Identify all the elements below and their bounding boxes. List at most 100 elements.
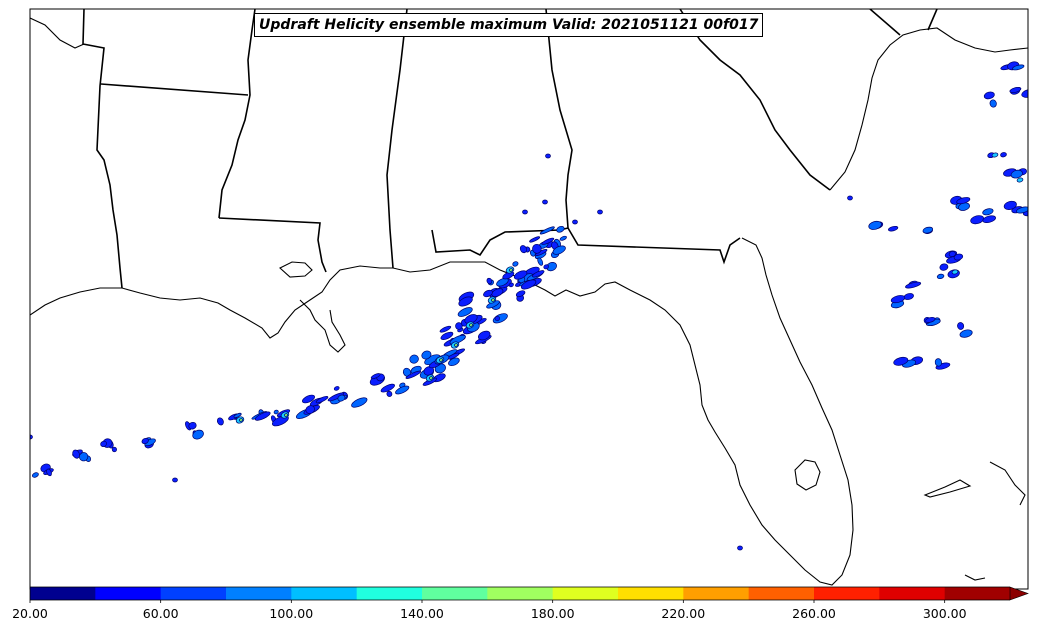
arkansas-louisiana-border	[100, 83, 249, 96]
texas-louisiana-border	[82, 9, 123, 289]
helicity-cell	[370, 373, 381, 380]
helicity-cell	[559, 235, 567, 241]
helicity-cell	[141, 437, 149, 445]
helicity-cell	[545, 153, 551, 159]
helicity-cell	[491, 288, 504, 297]
colorbar-tick-label: 20.00	[12, 606, 48, 621]
atlantic-coast	[829, 27, 1028, 191]
colorbar-segment	[814, 587, 880, 600]
helicity-core-peak	[469, 323, 473, 327]
helicity-cell	[982, 215, 996, 223]
colorbar-segment	[944, 587, 1011, 600]
colorbar-tick-label: 180.00	[530, 606, 575, 621]
helicity-cell	[1012, 64, 1025, 71]
helicity-cell	[421, 350, 432, 360]
helicity-cell	[305, 405, 315, 414]
helicity-cell	[556, 225, 565, 233]
helicity-cell	[46, 468, 52, 477]
helicity-cell	[405, 370, 422, 379]
colorbar-tick-label: 60.00	[142, 606, 179, 621]
helicity-cell	[959, 329, 973, 338]
helicity-cell	[188, 421, 197, 430]
helicity-cell	[111, 446, 117, 453]
helicity-core	[1016, 177, 1024, 183]
colorbar-segment	[422, 587, 488, 600]
gulf-coast	[30, 237, 854, 586]
helicity-cells	[30, 61, 1028, 551]
helicity-cell	[515, 290, 526, 298]
helicity-cell	[737, 545, 743, 551]
helicity-cell	[541, 237, 555, 245]
louisiana-mississippi-border	[218, 217, 327, 273]
map-background	[30, 9, 1028, 589]
helicity-cell	[922, 226, 934, 234]
helicity-cell	[543, 264, 549, 270]
helicity-cell	[970, 215, 985, 225]
helicity-cell	[532, 243, 542, 254]
colorbar-segment	[291, 587, 358, 600]
lake-okeechobee	[794, 459, 821, 491]
helicity-core-peak	[491, 298, 495, 302]
helicity-cell	[496, 277, 509, 287]
helicity-cell	[847, 195, 853, 201]
helicity-core	[991, 152, 999, 158]
helicity-cell	[386, 390, 393, 397]
helicity-cell	[905, 281, 922, 289]
mississippi-alabama-border	[386, 9, 408, 269]
helicity-cell	[100, 440, 107, 447]
helicity-cell	[395, 385, 410, 395]
helicity-cell	[192, 429, 204, 440]
helicity-cell	[529, 236, 541, 243]
helicity-cell	[936, 273, 945, 280]
georgia-florida-border	[567, 227, 741, 265]
helicity-cell	[1016, 206, 1028, 214]
helicity-cell	[572, 219, 578, 225]
helicity-cell	[333, 386, 340, 391]
helicity-cell	[934, 358, 942, 367]
helicity-cell	[1021, 88, 1028, 98]
helicity-cell	[327, 392, 345, 402]
bahamas-island-3	[964, 574, 986, 581]
helicity-cell	[1003, 200, 1017, 210]
colorbar-segment	[30, 587, 96, 600]
helicity-cell	[233, 412, 242, 418]
helicity-cell	[542, 199, 548, 205]
colorbar-segment	[226, 587, 292, 600]
helicity-core-peak	[239, 418, 243, 422]
colorbar-segment	[356, 587, 423, 600]
colorbar-extend-arrow	[1009, 586, 1029, 601]
nc-sc-border	[927, 9, 938, 31]
helicity-core-peak	[284, 413, 288, 417]
helicity-cell	[982, 208, 994, 216]
colorbar-tick-label: 140.00	[400, 606, 444, 621]
helicity-cell	[539, 226, 555, 235]
helicity-cell	[868, 220, 882, 230]
colorbar-segment	[683, 587, 750, 600]
helicity-cell	[351, 397, 368, 408]
helicity-cell	[457, 307, 473, 317]
helicity-core-peak	[439, 358, 443, 362]
helicity-cell	[380, 383, 395, 393]
helicity-cell	[1009, 86, 1022, 94]
colorbar-frame	[29, 586, 1010, 601]
helicity-cell	[939, 263, 949, 271]
helicity-cell	[1010, 169, 1023, 179]
helicity-cell	[172, 477, 178, 483]
helicity-cell	[32, 472, 39, 478]
colorbar-tick-label: 100.00	[269, 606, 314, 621]
map-title: Updraft Helicity ensemble maximum Valid:…	[254, 13, 764, 37]
helicity-cell	[494, 315, 500, 322]
helicity-cell	[957, 322, 965, 330]
helicity-cell	[953, 253, 964, 261]
helicity-cell	[508, 282, 514, 288]
georgia-carolina-border	[679, 9, 831, 191]
colorbar-tick-label: 220.00	[661, 606, 706, 621]
helicity-cell	[1000, 152, 1007, 158]
coastline	[30, 17, 1028, 586]
helicity-cell	[409, 354, 419, 364]
colorbar-segment	[552, 587, 619, 600]
mississippi-river-border	[218, 9, 256, 219]
helicity-cell	[925, 316, 936, 323]
